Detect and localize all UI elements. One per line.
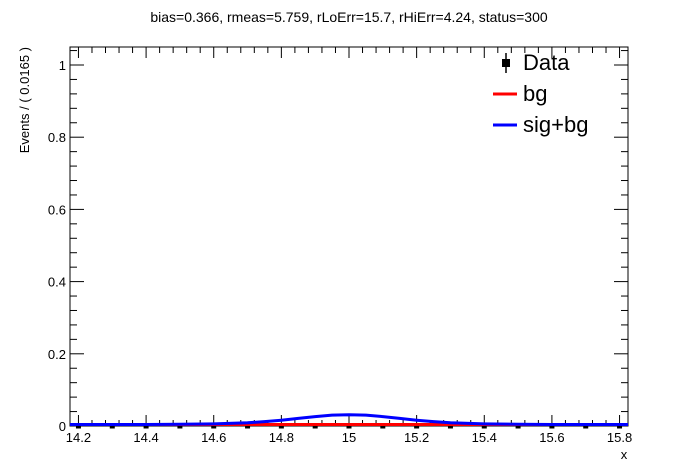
x-tick-label: 14.2 — [66, 430, 91, 445]
x-tick-label: 15.8 — [607, 430, 632, 445]
legend-data-marker — [502, 59, 510, 67]
x-tick-label: 14.4 — [133, 430, 158, 445]
y-tick-label: 0.8 — [48, 130, 66, 145]
y-tick-label: 0.6 — [48, 202, 66, 217]
chart-title: bias=0.366, rmeas=5.759, rLoErr=15.7, rH… — [150, 9, 548, 25]
y-axis-label: Events / ( 0.0165 ) — [17, 47, 32, 153]
y-tick-label: 0.2 — [48, 347, 66, 362]
x-tick-label: 14.8 — [269, 430, 294, 445]
x-tick-label: 15.6 — [539, 430, 564, 445]
legend-label: Data — [523, 50, 570, 75]
x-tick-label: 15.2 — [404, 430, 429, 445]
y-tick-label: 1 — [59, 58, 66, 73]
x-tick-label: 15 — [342, 430, 356, 445]
series-sig-bg-line — [70, 413, 628, 427]
x-tick-label: 14.6 — [201, 430, 226, 445]
y-tick-label: 0 — [59, 419, 66, 434]
series-layer — [70, 413, 628, 429]
legend: Data bg sig+bg — [493, 50, 588, 137]
x-tick-label: 15.4 — [472, 430, 497, 445]
legend-label: sig+bg — [523, 112, 588, 137]
x-axis-label: x — [621, 447, 628, 462]
y-tick-label: 0.4 — [48, 275, 66, 290]
y-axis: 0 0.2 0.4 0.6 0.8 1 — [48, 50, 628, 434]
x-axis: 14.2 14.4 14.6 14.8 15 15.2 15.4 15.6 15.8 — [66, 47, 632, 445]
legend-label: bg — [523, 81, 547, 106]
